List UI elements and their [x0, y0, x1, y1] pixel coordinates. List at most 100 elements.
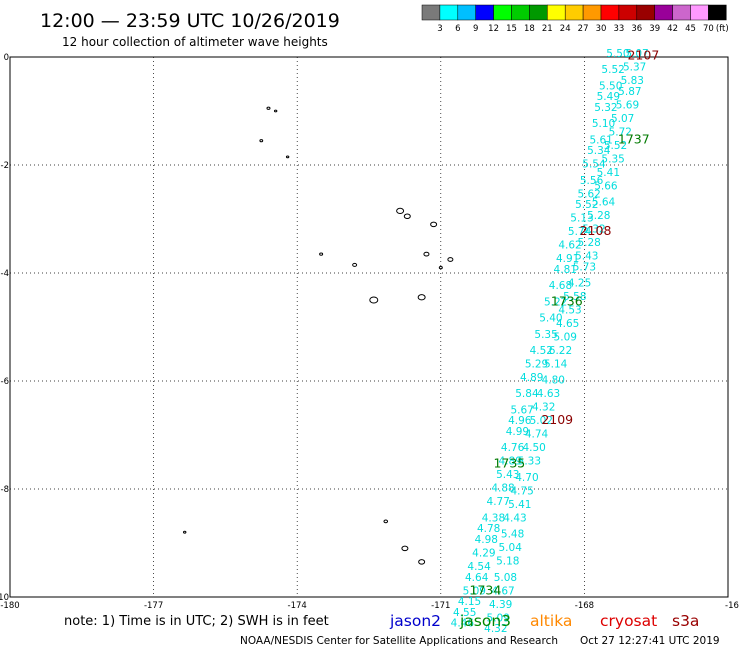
- swh-value: 4.89: [499, 456, 522, 468]
- colorbar-label: 6: [455, 24, 460, 34]
- island-outline: [438, 265, 443, 270]
- colorbar-swatch: [690, 4, 709, 21]
- colorbar-label: 30: [596, 24, 607, 34]
- colorbar-label: 12: [488, 24, 499, 34]
- swh-value: 5.33: [518, 456, 541, 468]
- swh-value: 4.43: [503, 512, 526, 524]
- swh-value: 5.28: [587, 210, 610, 222]
- swh-value: 5.40: [539, 313, 562, 325]
- swh-value: 4.68: [549, 280, 572, 292]
- swh-value: 5.64: [592, 197, 616, 209]
- swh-value: 4.99: [506, 426, 529, 438]
- swh-value: 5.58: [563, 291, 586, 303]
- footer-note: note: 1) Time is in UTC; 2) SWH is in fe…: [64, 614, 329, 629]
- swh-value: 4.32: [484, 623, 507, 635]
- swh-value: 5.74: [568, 226, 592, 238]
- colorbar-swatch: [600, 4, 620, 21]
- swh-value: 5.52: [601, 64, 624, 76]
- swh-value: 4.78: [477, 523, 500, 535]
- swh-value: 4.75: [510, 485, 533, 497]
- swh-value: 4.70: [515, 472, 538, 484]
- colorbar-swatch: [529, 4, 548, 21]
- lon-tick-label: -168: [575, 601, 594, 611]
- swh-value: 5.43: [496, 469, 519, 481]
- swh-value: 5.09: [487, 612, 510, 624]
- pass-time-label: 1735: [493, 455, 525, 470]
- swh-value: 4.54: [467, 561, 491, 573]
- island-outline: [418, 559, 426, 565]
- island-outline: [417, 294, 426, 301]
- colorbar-swatch: [618, 4, 638, 21]
- swh-value: 4.76: [501, 442, 525, 454]
- swh-value: 5.08: [494, 572, 517, 584]
- colorbar-label: 45: [685, 24, 696, 34]
- colorbar-label: 42: [667, 24, 678, 34]
- colorbar-label: 15: [506, 24, 517, 34]
- swh-value: 5.48: [501, 529, 524, 541]
- colorbar-swatch: [511, 4, 530, 21]
- colorbar-label: 27: [578, 24, 589, 34]
- swh-value: 4.67: [491, 585, 514, 597]
- colorbar-swatch: [547, 4, 566, 21]
- colorbar-swatch: [564, 4, 584, 21]
- colorbar-swatch: [654, 4, 673, 21]
- colorbar-swatch: [475, 4, 494, 21]
- swh-value: 5.52: [604, 140, 627, 152]
- colorbar-label: 21: [542, 24, 553, 34]
- swh-value: 5.37: [623, 62, 646, 74]
- colorbar-swatch: [421, 4, 441, 21]
- swh-value: 4.98: [475, 534, 498, 546]
- legend-jason2: jason2: [389, 612, 441, 630]
- swh-value: 4.55: [453, 607, 476, 619]
- swh-value: 5.50: [599, 80, 622, 92]
- swh-value: 5.22: [544, 296, 567, 308]
- lon-tick-label: -177: [144, 601, 163, 611]
- swh-value: 5.34: [587, 145, 611, 157]
- swh-value: 4.89: [520, 372, 543, 384]
- swh-value: 4.29: [472, 548, 495, 560]
- swh-value: 4.63: [537, 388, 560, 400]
- swh-value: 5.28: [577, 237, 600, 249]
- island-outline: [383, 519, 389, 524]
- legend-s3a: s3a: [672, 612, 699, 630]
- swh-value: 4.38: [482, 512, 505, 524]
- swh-value: 4.25: [568, 278, 591, 290]
- swh-value: 4.50: [522, 442, 545, 454]
- lon-tick-label: -171: [431, 601, 450, 611]
- footer-timestamp: Oct 27 12:27:41 UTC 2019: [580, 635, 720, 647]
- swh-value: 5.32: [594, 102, 617, 114]
- island-outline: [285, 155, 290, 159]
- colorbar-label: 70: [703, 24, 714, 34]
- swh-value: 4.80: [542, 375, 565, 387]
- pass-time-label: 2108: [580, 223, 612, 238]
- swh-value: 5.10: [592, 118, 615, 130]
- island-outline: [273, 109, 278, 113]
- island-outline: [183, 530, 187, 534]
- colorbar-unit: (ft): [716, 24, 729, 34]
- swh-value: 6.22: [549, 345, 572, 357]
- lat-tick-label: -2: [1, 161, 9, 171]
- swh-value: 4.53: [558, 305, 581, 317]
- swh-value: 4.91: [556, 253, 579, 265]
- swh-value: 4.77: [487, 496, 510, 508]
- legend-cryosat: cryosat: [600, 612, 657, 630]
- swh-value: 5.54: [582, 159, 606, 171]
- colorbar-label: 3: [437, 24, 442, 34]
- swh-value: 5.07: [611, 113, 634, 125]
- island-outline: [319, 252, 324, 256]
- swh-value: 5.67: [510, 404, 533, 416]
- lat-tick-label: -8: [1, 485, 9, 495]
- pass-time-label: 1734: [470, 582, 502, 597]
- colorbar-swatch: [439, 4, 459, 21]
- colorbar-label: 36: [631, 24, 642, 34]
- island-outline: [430, 221, 438, 228]
- swh-value: 5.29: [525, 359, 548, 371]
- swh-value: 4.46: [451, 618, 475, 630]
- colorbar-label: 18: [524, 24, 535, 34]
- page-subtitle: 12 hour collection of altimeter wave hei…: [62, 35, 328, 49]
- colorbar-swatch: [708, 4, 727, 21]
- swh-value: 5.52: [575, 199, 598, 211]
- lat-tick-label: -6: [1, 377, 9, 387]
- page-title: 12:00 — 23:59 UTC 10/26/2019: [40, 10, 340, 32]
